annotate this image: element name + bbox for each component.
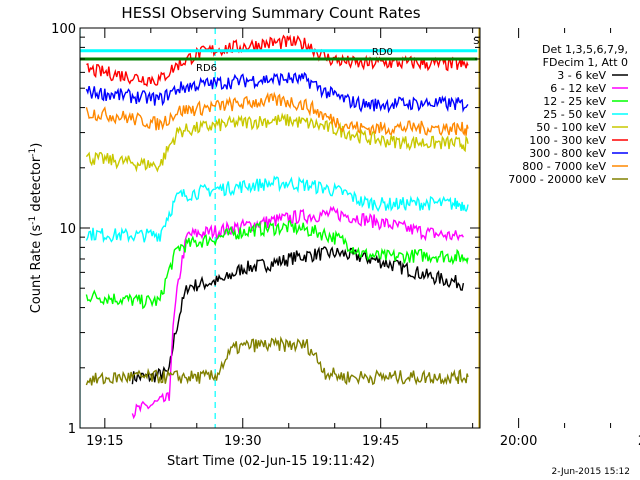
legend-label-5: 100 - 300 keV — [529, 134, 606, 147]
x-tick-label-4: 20:15 — [638, 434, 640, 449]
x-tick-label-0: 19:15 — [86, 434, 123, 449]
timestamp: 2-Jun-2015 15:12 — [552, 467, 631, 477]
legend-label-8: 7000 - 20000 keV — [508, 173, 606, 186]
series-line-5 — [86, 34, 469, 87]
legend-label-3: 25 - 50 keV — [543, 108, 606, 121]
legend-label-4: 50 - 100 keV — [536, 121, 606, 134]
legend-label-1: 6 - 12 keV — [550, 82, 606, 95]
y-axis-label-tail: detector — [29, 156, 44, 216]
series-line-4 — [85, 112, 469, 173]
series-line-0 — [131, 246, 465, 385]
series-line-7 — [85, 91, 469, 137]
attenuator-label-rd6: RD6 — [196, 63, 217, 74]
legend-label-2: 12 - 25 keV — [543, 95, 606, 108]
state-bars — [80, 49, 478, 61]
y-axis-label-end: ) — [29, 143, 44, 148]
legend-label-6: 300 - 800 keV — [529, 147, 606, 160]
legend-label-7: 800 - 7000 keV — [522, 160, 606, 173]
legend-header-1: FDecim 1, Att 0 — [543, 56, 628, 69]
y-axis-label-sup-2: -1 — [28, 148, 38, 157]
series-line-6 — [85, 71, 469, 114]
x-tick-label-2: 19:45 — [362, 434, 399, 449]
y-axis-label: Count Rate (s-1 detector-1) — [28, 143, 44, 314]
y-tick-label-0: 1 — [68, 422, 76, 437]
y-tick-label-2: 100 — [51, 22, 76, 37]
series-line-3 — [85, 175, 469, 244]
x-axis-label: Start Time (02-Jun-15 19:11:42) — [167, 454, 375, 469]
annotations: RD6 RD0 S — [196, 36, 479, 74]
legend-label-0: 3 - 6 keV — [557, 69, 606, 82]
legend: Det 1,3,5,6,7,9,FDecim 1, Att 03 - 6 keV… — [508, 43, 628, 186]
attenuator-label-rd0: RD0 — [372, 47, 393, 58]
y-axis-label-sup: -1 — [28, 216, 38, 225]
series-lines — [85, 34, 469, 420]
saa-marker-label: S — [473, 36, 479, 47]
series-line-1 — [131, 205, 464, 420]
series-line-8 — [85, 335, 469, 386]
series-line-2 — [85, 219, 469, 310]
y-axis: 1 10 100 — [51, 22, 480, 437]
x-tick-label-1: 19:30 — [224, 434, 261, 449]
chart-title: HESSI Observing Summary Count Rates — [121, 4, 420, 22]
x-tick-label-3: 20:00 — [500, 434, 537, 449]
y-axis-label-main: Count Rate (s — [29, 225, 44, 314]
legend-header-0: Det 1,3,5,6,7,9, — [542, 43, 628, 56]
y-tick-label-1: 10 — [59, 222, 76, 237]
